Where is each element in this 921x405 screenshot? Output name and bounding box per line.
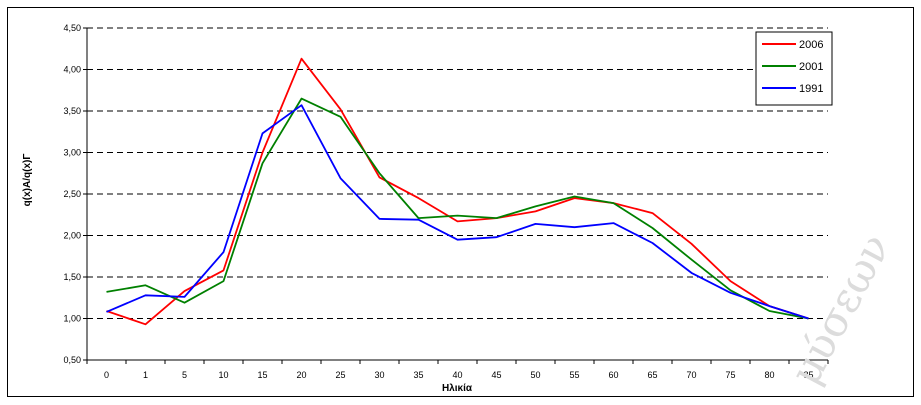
y-tick-label: 1,00 [63, 314, 81, 324]
series-line-2006 [106, 57, 809, 326]
x-tick-label: 60 [608, 370, 618, 380]
y-axis-title: q(x)A/q(x)Γ [22, 154, 33, 207]
grid-lines [87, 27, 828, 319]
y-tick-label: 0,50 [63, 355, 81, 365]
x-tick-labels: 0 1 5 10 15 20 25 30 35 40 45 50 55 60 65 70 75 80 85 [104, 370, 814, 380]
x-tick-label: 50 [530, 370, 540, 380]
y-tick-label: 1,50 [63, 272, 81, 282]
x-tick-label: 1 [143, 370, 148, 380]
y-tick-label: 3,50 [63, 106, 81, 116]
y-tick-label: 2,00 [63, 231, 81, 241]
series-line-1991 [106, 104, 809, 320]
y-tick-label: 3,00 [63, 148, 81, 158]
x-tick-label: 25 [335, 370, 345, 380]
x-tick-label: 85 [803, 370, 813, 380]
x-tick-label: 75 [725, 370, 735, 380]
y-tick-label: 4,50 [63, 23, 81, 33]
x-tick-label: 35 [413, 370, 423, 380]
x-tick-label: 65 [647, 370, 657, 380]
x-tick-label: 20 [296, 370, 306, 380]
legend: 2006 2001 1991 [755, 31, 833, 106]
y-tick-labels: 0,50 1,00 1,50 2,00 2,50 3,00 3,50 4,00 4,50 [63, 23, 81, 365]
x-tick-label: 45 [491, 370, 501, 380]
x-axis-title: Ηλικία [442, 383, 473, 394]
legend-label-1991: 1991 [799, 83, 823, 95]
legend-label-2001: 2001 [799, 61, 823, 73]
legend-label-2006: 2006 [799, 39, 823, 51]
series-lines [106, 57, 809, 326]
x-tick-label: 80 [764, 370, 774, 380]
x-tick-label: 15 [257, 370, 267, 380]
x-tick-label: 0 [104, 370, 109, 380]
y-tick-label: 2,50 [63, 189, 81, 199]
series-line-2001 [106, 97, 809, 320]
x-tick-label: 40 [452, 370, 462, 380]
axes [83, 27, 829, 364]
x-tick-label: 70 [686, 370, 696, 380]
x-tick-label: 30 [374, 370, 384, 380]
y-tick-label: 4,00 [63, 65, 81, 75]
x-tick-label: 5 [182, 370, 187, 380]
x-tick-label: 10 [218, 370, 228, 380]
x-tick-label: 55 [569, 370, 579, 380]
